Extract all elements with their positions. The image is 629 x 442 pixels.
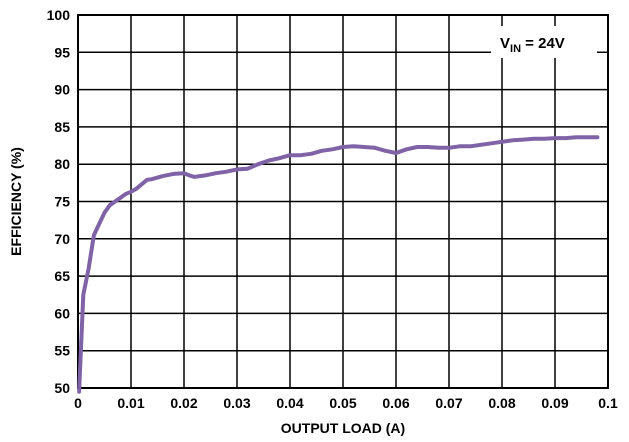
x-tick-label: 0.05 <box>329 395 356 411</box>
x-tick-label: 0.01 <box>117 395 144 411</box>
x-tick-label: 0.09 <box>541 395 568 411</box>
x-tick-label: 0.06 <box>382 395 409 411</box>
vin-suffix: = 24V <box>521 35 565 52</box>
x-tick-label: 0 <box>74 395 82 411</box>
y-tick-label: 50 <box>54 380 70 396</box>
annotation-background <box>491 26 597 58</box>
x-tick-label: 0.04 <box>276 395 303 411</box>
y-tick-label: 85 <box>54 119 70 135</box>
y-tick-label: 90 <box>54 82 70 98</box>
y-tick-label: 70 <box>54 231 70 247</box>
vin-prefix: V <box>500 35 510 52</box>
y-tick-label: 60 <box>54 305 70 321</box>
grid <box>78 15 608 388</box>
x-tick-label: 0.03 <box>223 395 250 411</box>
series-layer <box>77 135 600 394</box>
y-tick-label: 65 <box>54 268 70 284</box>
efficiency-series-line <box>77 135 600 394</box>
y-tick-label: 55 <box>54 343 70 359</box>
vin-annotation: VIN = 24V <box>500 35 565 55</box>
x-tick-label: 0.02 <box>170 395 197 411</box>
y-axis-label: EFFICIENCY (%) <box>8 147 24 256</box>
y-tick-label: 95 <box>54 44 70 60</box>
y-tick-label: 100 <box>47 7 71 23</box>
x-tick-labels: 0 0.01 0.02 0.03 0.04 0.05 0.06 0.07 0.08 0.09 0.1 <box>74 395 618 411</box>
x-tick-label: 0.08 <box>488 395 515 411</box>
plot-frame <box>77 14 609 389</box>
vin-subscript: IN <box>510 43 521 55</box>
y-tick-labels: 50 55 60 65 70 75 80 85 90 95 100 <box>47 7 71 396</box>
x-tick-label: 0.1 <box>598 395 618 411</box>
x-axis-label: OUTPUT LOAD (A) <box>281 420 405 436</box>
y-tick-label: 80 <box>54 156 70 172</box>
x-tick-label: 0.07 <box>435 395 462 411</box>
y-tick-label: 75 <box>54 194 70 210</box>
